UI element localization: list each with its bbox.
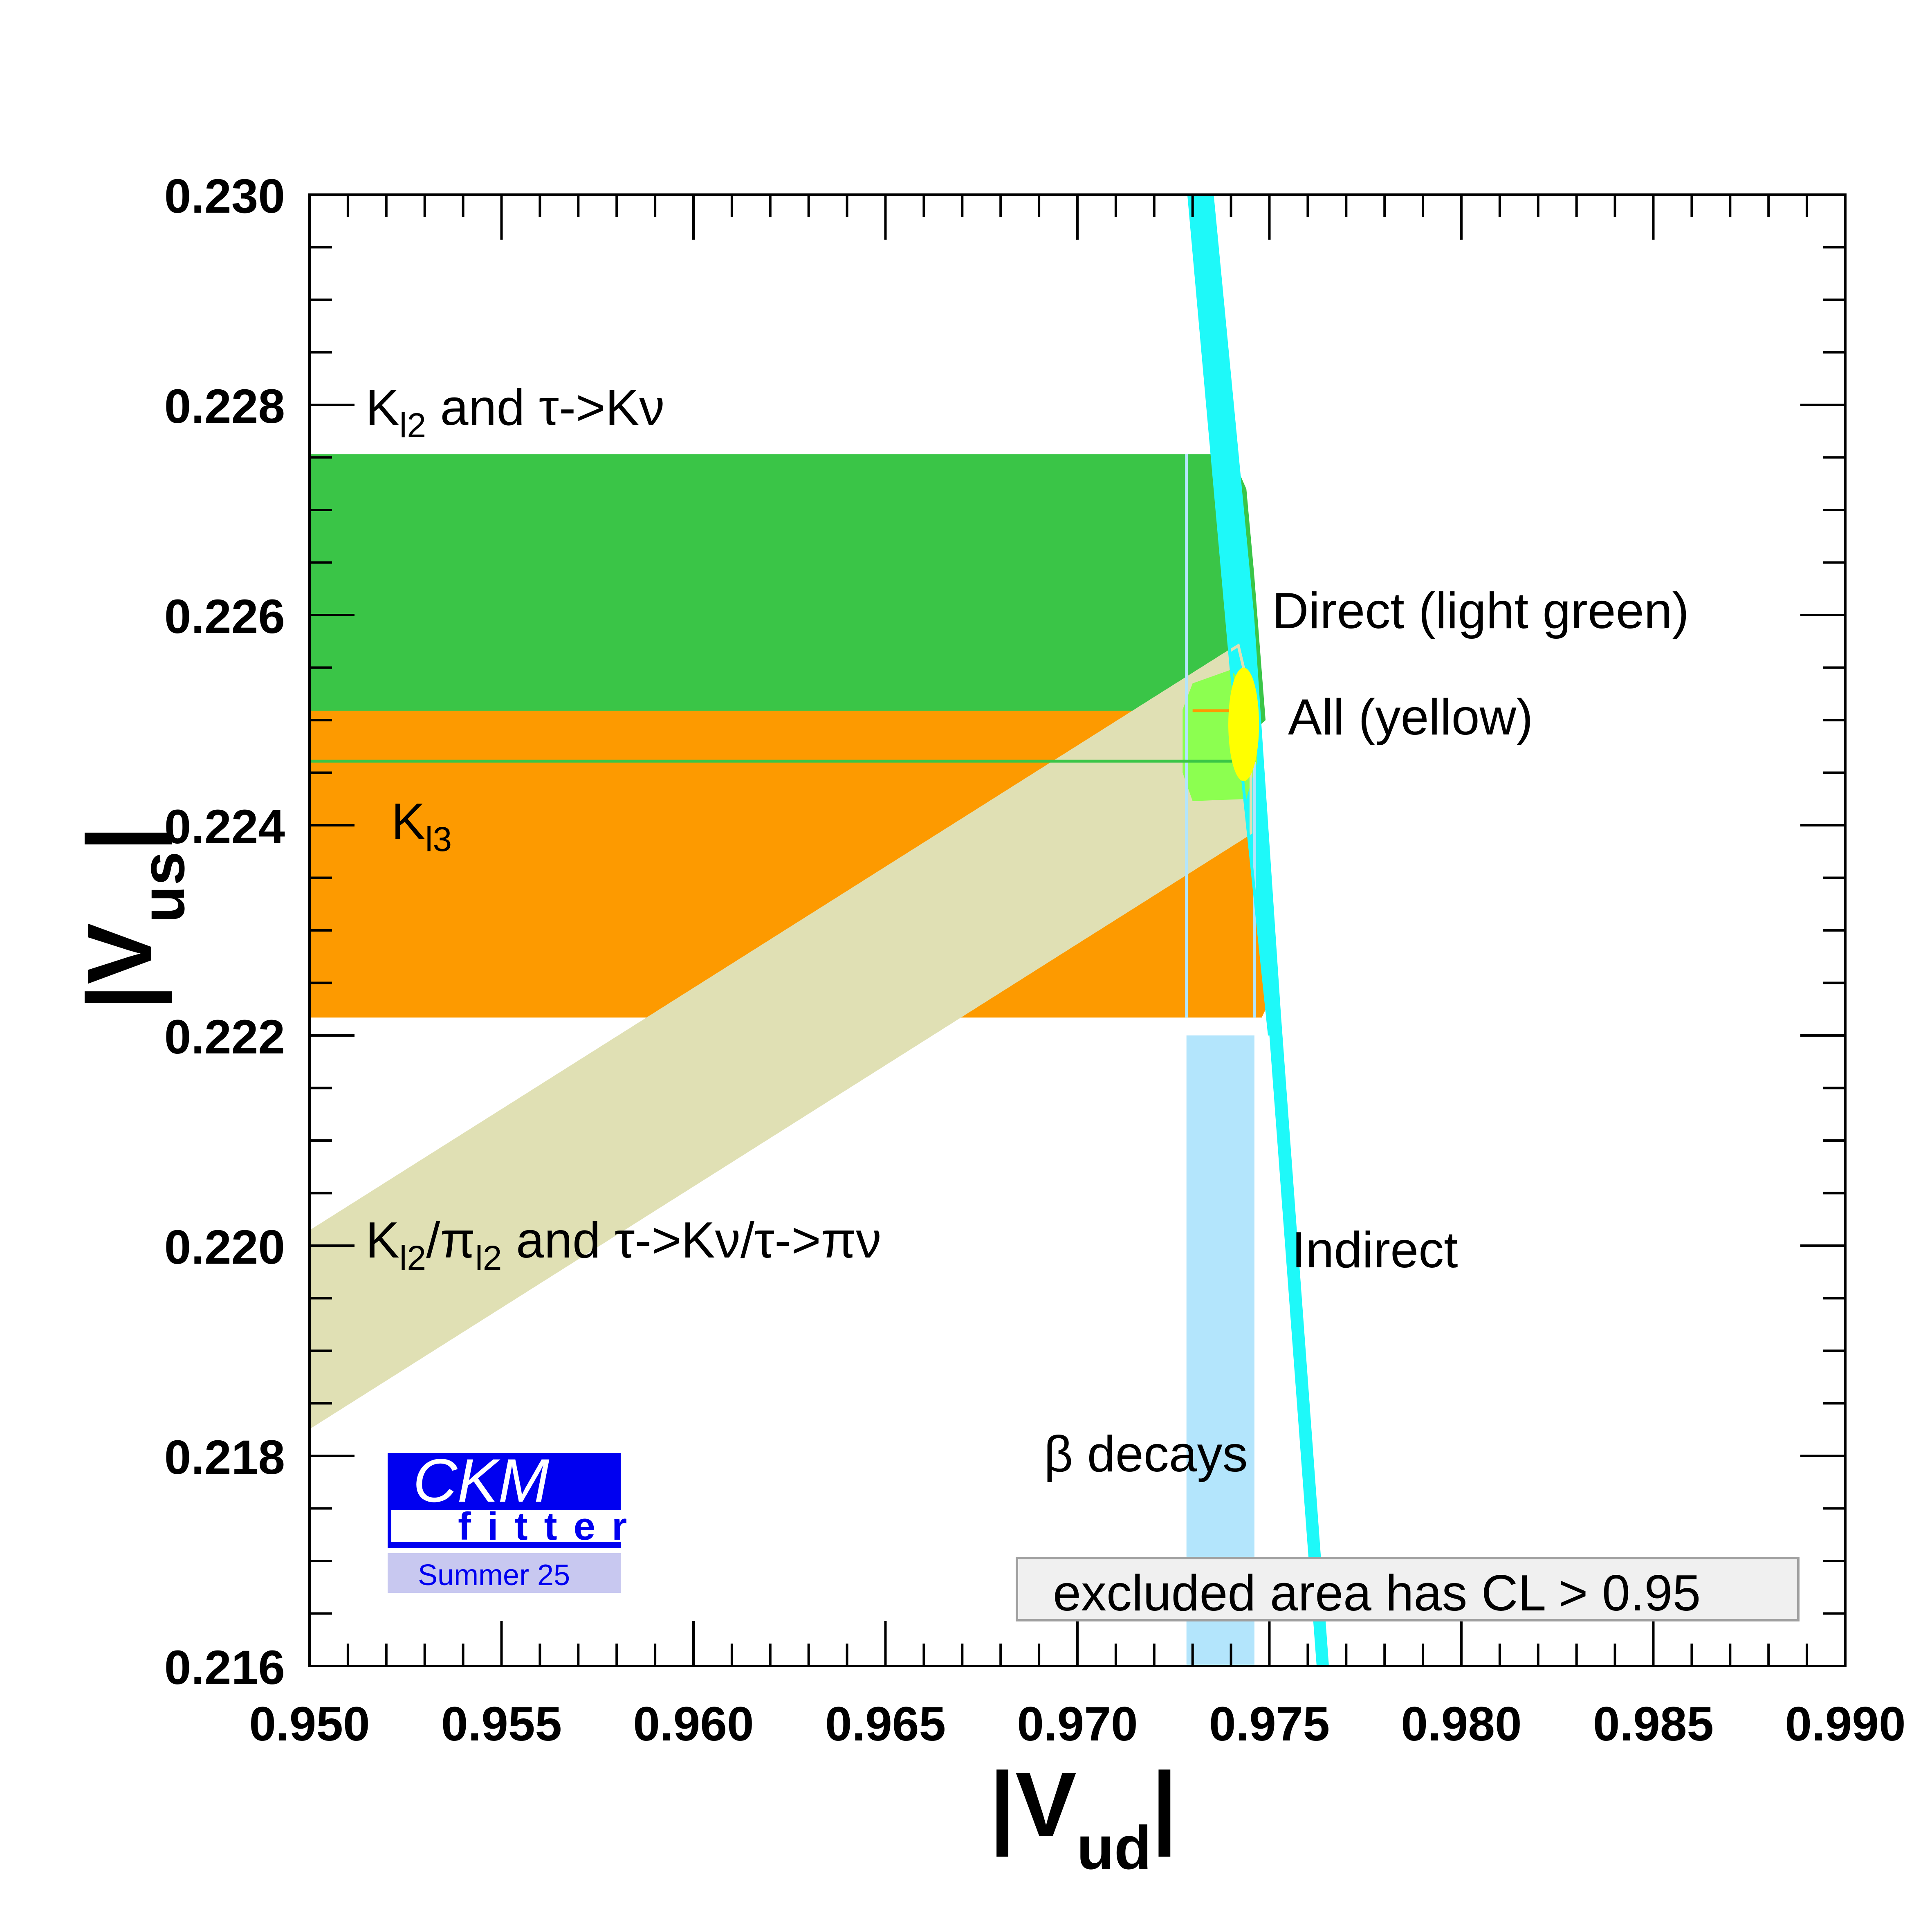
region-kl2 [310, 454, 1266, 761]
outlines-layer [310, 195, 1271, 1429]
y-tick-label: 0.230 [164, 169, 285, 223]
region-kl2pil2 [310, 645, 1251, 1428]
y-tick-label: 0.228 [164, 380, 285, 433]
y-tick-label: 0.226 [164, 590, 285, 644]
y-tick-label: 0.220 [164, 1220, 285, 1274]
x-tick-label: 0.950 [249, 1697, 370, 1751]
logo-fitter: fitter [458, 1505, 643, 1548]
x-tick-label: 0.980 [1401, 1697, 1521, 1751]
legend-text: excluded area has CL > 0.95 [1053, 1565, 1701, 1621]
indirect-outline [1187, 195, 1271, 1036]
x-tick-label: 0.990 [1785, 1697, 1905, 1751]
regions-layer [310, 195, 1329, 1666]
y-tick-label: 0.224 [164, 800, 285, 854]
annotation-kl2: Kl2 and τ->Kν [366, 380, 664, 445]
logo-ckm: CKM [413, 1446, 549, 1515]
y-tick-label: 0.216 [164, 1641, 285, 1695]
x-axis-title: |Vud| [990, 1753, 1177, 1882]
x-tick-label: 0.965 [825, 1697, 946, 1751]
region-all [1228, 667, 1259, 781]
x-tick-label: 0.960 [633, 1697, 754, 1751]
y-tick-label: 0.222 [164, 1010, 285, 1064]
annotation-direct: Direct (light green) [1272, 583, 1689, 639]
legend: excluded area has CL > 0.95 [1016, 1557, 1800, 1621]
ticks-layer [308, 193, 1847, 1667]
annotation-beta: β decays [1044, 1426, 1248, 1482]
logo-edition: Summer 25 [418, 1559, 570, 1592]
region-beta [1186, 1035, 1254, 1666]
x-tick-label: 0.975 [1209, 1697, 1330, 1751]
x-tick-label: 0.985 [1593, 1697, 1714, 1751]
annotation-indirect: Indirect [1292, 1222, 1458, 1278]
y-axis-title: |Vus| [68, 826, 197, 1010]
x-tick-label: 0.955 [441, 1697, 562, 1751]
y-tick-label: 0.218 [164, 1430, 285, 1484]
x-tick-label: 0.970 [1017, 1697, 1138, 1751]
tick-labels-layer: 0.950 0.955 0.960 0.965 0.970 0.975 0.980 0.985… [164, 169, 1906, 1751]
annotation-ratio: Kl2/πl2 and τ->Kν/τ->πν [366, 1212, 881, 1277]
annotation-kl3: Kl3 [391, 793, 452, 858]
ckmfitter-logo: CKM fitter Summer 25 [388, 1446, 643, 1593]
annotation-all: All (yellow) [1288, 689, 1533, 746]
